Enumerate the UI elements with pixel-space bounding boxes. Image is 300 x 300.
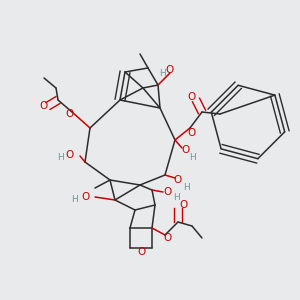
- Text: O: O: [181, 145, 189, 155]
- Text: O: O: [39, 101, 47, 111]
- Text: O: O: [174, 175, 182, 185]
- Text: O: O: [166, 65, 174, 75]
- Text: O: O: [188, 128, 196, 138]
- Text: O: O: [179, 200, 187, 210]
- Text: O: O: [164, 233, 172, 243]
- Text: H: H: [57, 154, 63, 163]
- Text: H: H: [72, 196, 78, 205]
- Text: O: O: [163, 187, 171, 197]
- Text: O: O: [137, 247, 145, 257]
- Text: H: H: [172, 193, 179, 202]
- Text: O: O: [65, 109, 73, 119]
- Text: H: H: [183, 182, 189, 191]
- Text: O: O: [187, 92, 195, 102]
- Text: H: H: [190, 152, 196, 161]
- Text: O: O: [66, 150, 74, 160]
- Text: H: H: [159, 68, 165, 77]
- Text: O: O: [81, 192, 89, 202]
